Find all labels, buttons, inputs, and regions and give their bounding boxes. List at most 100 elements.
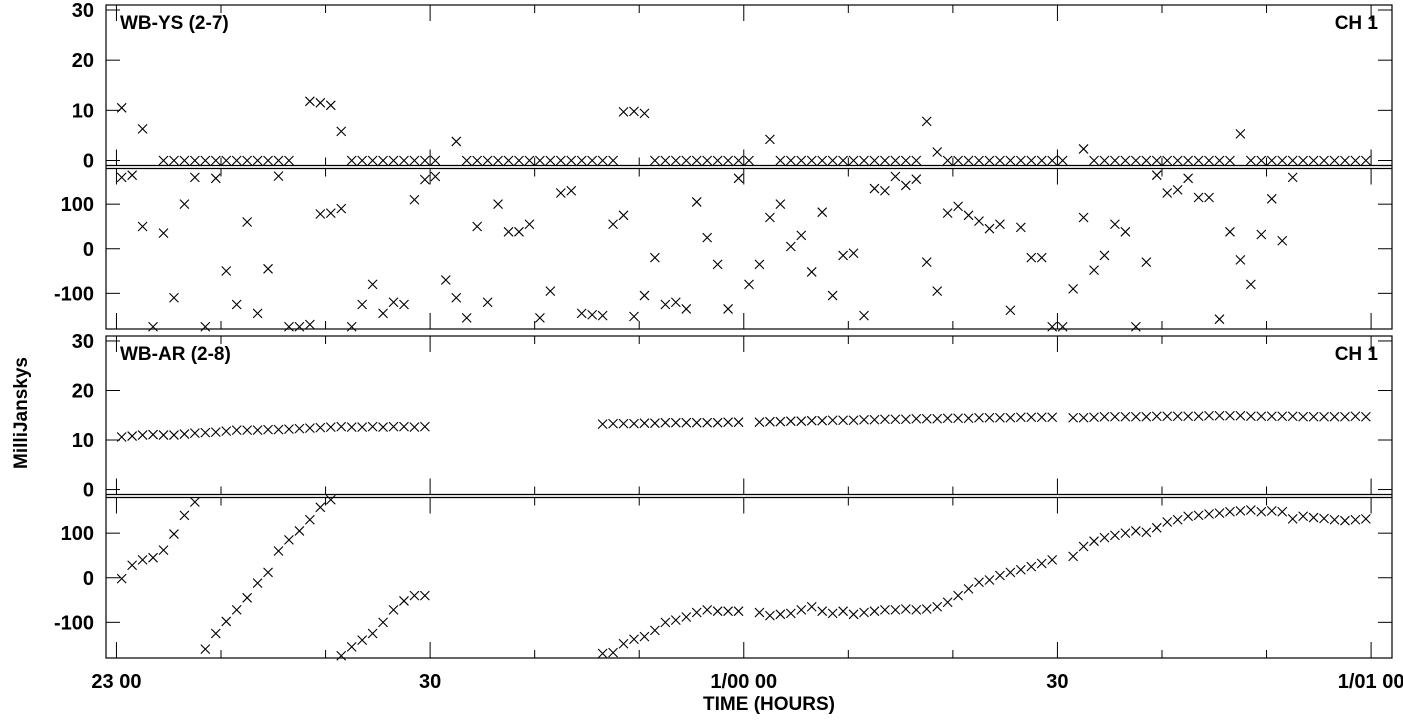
phase-point <box>650 252 660 263</box>
amplitude-point <box>409 155 420 166</box>
phase-point <box>1214 314 1225 325</box>
y-tick-label: 10 <box>72 430 94 452</box>
phase-point <box>179 199 190 210</box>
amplitude-point <box>1005 155 1016 166</box>
amplitude-point <box>963 155 974 166</box>
amplitude-point <box>357 155 368 166</box>
amplitude-point <box>1089 412 1099 423</box>
amplitude-point <box>1256 155 1267 166</box>
amplitude-point <box>1329 411 1340 422</box>
amplitude-point <box>921 413 932 424</box>
phase-point <box>618 210 629 221</box>
phase-point <box>1266 505 1277 516</box>
phase-point <box>210 173 221 184</box>
y-tick-label: -100 <box>54 612 94 634</box>
amplitude-point <box>650 418 660 429</box>
phase-point <box>1245 505 1256 515</box>
amplitude-point <box>388 421 399 432</box>
y-tick-label: -100 <box>54 283 94 305</box>
amplitude-point <box>493 155 503 166</box>
amplitude-point <box>315 97 326 108</box>
phase-point <box>1172 514 1183 525</box>
phase-point <box>1204 192 1214 203</box>
amplitude-point <box>137 123 148 134</box>
baseline-label: WB-YS (2-7) <box>120 13 229 34</box>
phase-point <box>284 534 294 545</box>
amplitude-point <box>995 412 1005 423</box>
amplitude-point <box>1225 155 1235 166</box>
phase-point <box>148 321 158 332</box>
amplitude-point <box>1319 411 1329 422</box>
amplitude-point <box>116 102 127 113</box>
phase-point <box>1277 506 1288 517</box>
phase-point <box>148 552 158 563</box>
phase-point <box>744 279 754 290</box>
phase-point <box>900 604 911 614</box>
phase-point <box>1350 514 1361 525</box>
phase-point <box>357 635 368 646</box>
amplitude-point <box>1141 411 1152 422</box>
amplitude-point <box>670 155 681 166</box>
phase-point <box>942 597 953 608</box>
amplitude-point <box>252 425 263 435</box>
amplitude-point <box>127 431 138 441</box>
amplitude-point <box>806 155 817 166</box>
amplitude-point <box>1214 410 1225 421</box>
phase-point <box>1235 255 1246 265</box>
phase-point <box>1110 219 1120 230</box>
phase-point <box>817 207 828 218</box>
amplitude-point <box>221 426 232 436</box>
phase-point <box>576 308 587 319</box>
phase-point <box>1319 513 1329 524</box>
phase-point <box>409 590 420 601</box>
amplitude-point <box>273 424 284 435</box>
amplitude-point <box>785 155 796 166</box>
amplitude-point <box>200 155 211 166</box>
phase-point <box>440 275 451 285</box>
phase-point <box>1036 252 1047 263</box>
amplitude-point <box>179 429 190 439</box>
amplitude-point <box>242 425 253 435</box>
amplitude-point <box>524 155 535 166</box>
x-axis-title: TIME (HOURS) <box>703 694 835 715</box>
phase-point <box>231 604 242 615</box>
amplitude-point <box>1214 155 1225 166</box>
phase-point <box>493 199 503 210</box>
x-tick-label: 30 <box>1046 671 1068 693</box>
amplitude-point <box>409 422 420 433</box>
amplitude-point <box>660 155 671 166</box>
phase-point <box>1057 321 1068 332</box>
phase-point <box>1235 505 1246 516</box>
amplitude-point <box>597 419 608 430</box>
amplitude-point <box>650 155 660 166</box>
phase-series <box>116 170 1298 332</box>
amplitude-point <box>984 412 995 423</box>
phase-point <box>963 210 974 221</box>
phase-point <box>545 286 556 296</box>
phase-point <box>1162 517 1173 527</box>
amplitude-point <box>660 417 671 428</box>
phase-point <box>1360 514 1371 524</box>
phase-point <box>869 606 880 617</box>
amplitude-point <box>210 427 221 437</box>
amplitude-point <box>921 116 932 127</box>
phase-point <box>116 172 127 183</box>
phase-point <box>785 608 796 619</box>
phase-point <box>723 304 733 314</box>
x-tick-label: 30 <box>419 671 441 693</box>
amplitude-point <box>974 412 984 423</box>
amplitude-point <box>1151 155 1162 166</box>
phase-point <box>1026 561 1037 572</box>
phase-point <box>1266 193 1277 204</box>
amplitude-point <box>848 415 859 426</box>
phase-point <box>1183 511 1194 522</box>
y-tick-label: 0 <box>83 568 94 590</box>
phase-point <box>932 286 943 296</box>
amplitude-point <box>503 155 514 166</box>
amplitude-point <box>1162 411 1173 422</box>
phase-point <box>953 201 963 212</box>
amplitude-point <box>712 155 723 166</box>
phase-point <box>472 221 483 232</box>
amplitude-point <box>1026 155 1037 166</box>
